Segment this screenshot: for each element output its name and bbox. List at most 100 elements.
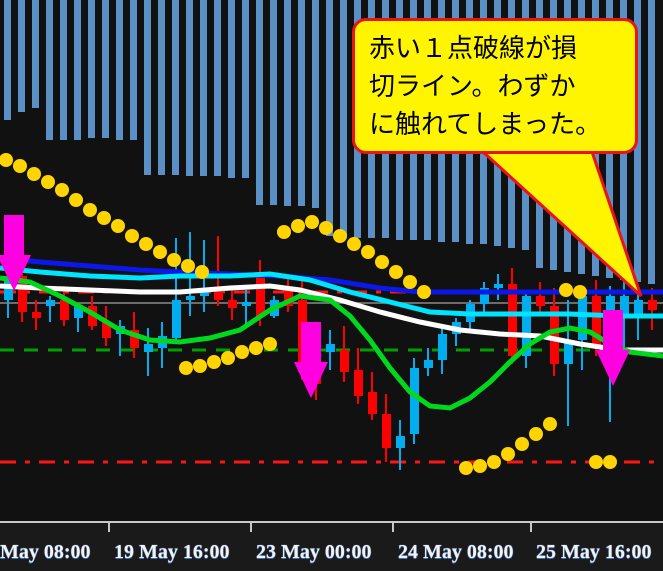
candle-body <box>130 330 139 348</box>
sar-dot <box>41 175 55 189</box>
moving-average-cyan <box>0 265 663 319</box>
sar-dot <box>559 283 573 297</box>
sar-dot <box>277 225 291 239</box>
sar-dot <box>27 167 41 181</box>
sar-dot <box>389 265 403 279</box>
volume-bar <box>298 0 305 206</box>
sar-dot <box>361 245 375 259</box>
sar-dot <box>417 285 431 299</box>
time-axis-label: 19 May 16:00 <box>114 541 230 563</box>
candle-body <box>396 436 405 448</box>
annotation-callout-text: 赤い１点破線が損 切ライン。わずか に触れてしまった。 <box>369 34 602 140</box>
volume-bar <box>32 0 39 108</box>
volume-bar <box>74 0 81 140</box>
candle-body <box>410 368 419 434</box>
sar-dot <box>487 455 501 469</box>
sar-dot <box>403 275 417 289</box>
sar-dot <box>573 285 587 299</box>
sar-dot <box>179 361 193 375</box>
candle-body <box>46 300 55 306</box>
sar-dot <box>263 337 277 351</box>
volume-bar <box>60 0 67 140</box>
volume-bar <box>102 0 109 138</box>
sar-dot <box>97 211 111 225</box>
time-axis-tick-1 <box>250 523 252 532</box>
sar-dot <box>305 215 319 229</box>
moving-average-white <box>0 283 663 353</box>
candle-body <box>32 312 41 318</box>
sar-dot <box>459 461 473 475</box>
volume-bar <box>270 0 277 205</box>
sar-dot <box>603 455 617 469</box>
candle-body <box>354 370 363 396</box>
sar-dot <box>0 153 13 167</box>
volume-bar <box>214 0 221 176</box>
sar-dot <box>13 159 27 173</box>
candle-body <box>508 284 517 356</box>
time-axis-label: 23 May 00:00 <box>256 541 372 563</box>
candle-body <box>144 344 153 352</box>
candle-body <box>256 276 265 316</box>
sar-dot <box>193 359 207 373</box>
candle-body <box>368 392 377 414</box>
candle-body <box>74 306 83 318</box>
candle-body <box>578 296 587 340</box>
volume-bar <box>88 0 95 138</box>
time-axis-label: May 08:00 <box>0 541 91 563</box>
sar-dot <box>543 417 557 431</box>
volume-bar <box>284 0 291 206</box>
candle-body <box>550 306 559 364</box>
volume-bar <box>158 0 165 175</box>
volume-bar <box>648 0 655 284</box>
sar-dot <box>333 229 347 243</box>
volume-bar <box>18 0 25 112</box>
candle-body <box>438 334 447 360</box>
candle-body <box>242 302 251 306</box>
candle-body <box>536 296 545 306</box>
candle-body <box>592 296 601 348</box>
volume-bar <box>228 0 235 178</box>
volume-bar <box>326 0 333 236</box>
candle-body <box>186 296 195 300</box>
sar-dot <box>235 345 249 359</box>
sar-dot <box>529 427 543 441</box>
candle-body <box>634 300 643 318</box>
time-axis[interactable]: May 08:00 19 May 16:00 23 May 00:00 24 May … <box>0 521 663 571</box>
candle-body <box>424 360 433 368</box>
sar-dot <box>473 459 487 473</box>
time-axis-tick-2 <box>392 523 394 532</box>
candle-body <box>18 276 27 312</box>
time-axis-label: 25 May 16:00 <box>536 541 652 563</box>
moving-average-green <box>0 275 663 411</box>
sar-dot <box>347 237 361 251</box>
sar-dot <box>195 265 209 279</box>
parabolic-sar-group <box>0 153 617 475</box>
volume-bar <box>200 0 207 176</box>
sar-dot <box>319 221 333 235</box>
candle-body <box>172 300 181 338</box>
sar-dot <box>291 219 305 233</box>
time-axis-label: 24 May 08:00 <box>398 541 514 563</box>
candle-body <box>284 288 293 306</box>
sar-dot <box>207 355 221 369</box>
candle-body <box>60 300 69 320</box>
sar-dot <box>55 183 69 197</box>
sar-dot <box>181 259 195 273</box>
annotation-callout: 赤い１点破線が損 切ライン。わずか に触れてしまった。 <box>352 18 638 154</box>
sar-dot <box>139 237 153 251</box>
sar-dot <box>375 255 389 269</box>
candle-body <box>522 296 531 356</box>
candle-body <box>340 350 349 372</box>
volume-bar <box>144 0 151 175</box>
sar-dot <box>125 229 139 243</box>
candle-body <box>228 300 237 308</box>
sell-arrow-right <box>596 310 630 386</box>
candle-body <box>564 340 573 364</box>
candle-body <box>648 300 657 310</box>
candle-body <box>382 414 391 448</box>
sell-arrow-left <box>0 215 31 291</box>
time-axis-tick-3 <box>530 523 532 532</box>
volume-bar <box>4 0 11 120</box>
volume-bar <box>172 0 179 175</box>
